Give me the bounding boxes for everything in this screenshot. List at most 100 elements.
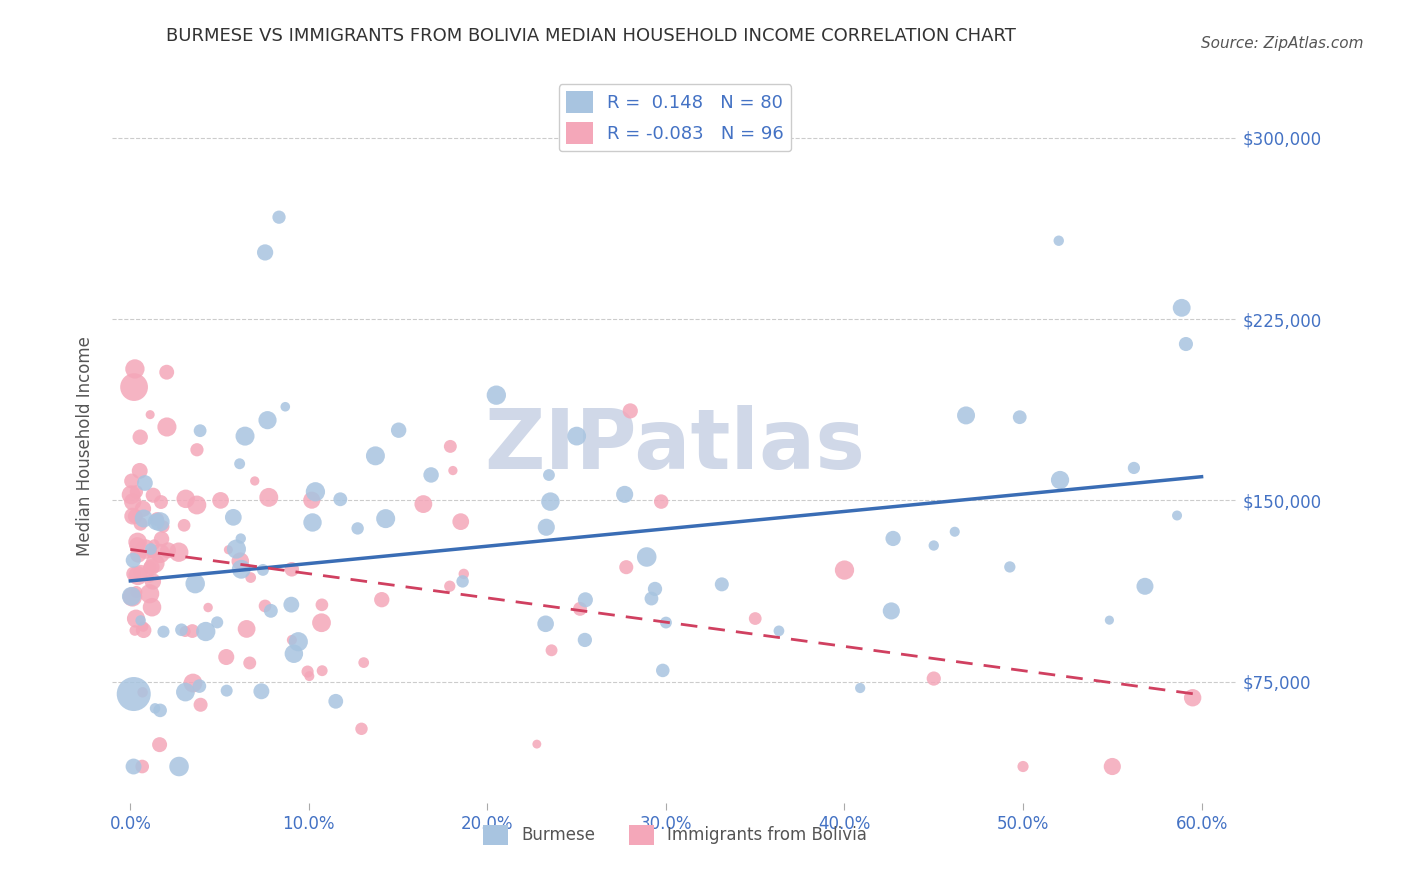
Point	[128, 464, 150, 478]
Point	[537, 468, 560, 483]
Point	[256, 413, 278, 427]
Point	[132, 624, 155, 638]
Point	[922, 672, 945, 686]
Point	[225, 542, 247, 557]
Point	[311, 664, 333, 678]
Point	[186, 442, 208, 457]
Point	[441, 464, 464, 478]
Point	[139, 542, 162, 557]
Point	[613, 487, 636, 501]
Point	[121, 474, 143, 488]
Point	[943, 524, 966, 539]
Point	[301, 493, 323, 508]
Point	[1049, 473, 1071, 487]
Point	[149, 738, 172, 752]
Point	[188, 679, 211, 693]
Point	[651, 664, 673, 678]
Point	[132, 619, 155, 633]
Point	[304, 484, 326, 499]
Point	[229, 532, 252, 546]
Point	[636, 549, 658, 564]
Point	[174, 685, 197, 699]
Point	[125, 585, 148, 599]
Point	[614, 560, 637, 574]
Point	[619, 404, 641, 418]
Point	[127, 548, 149, 562]
Point	[142, 488, 165, 502]
Point	[145, 515, 167, 529]
Point	[439, 579, 461, 593]
Point	[298, 669, 321, 683]
Point	[534, 616, 557, 631]
Point	[124, 362, 146, 376]
Point	[574, 632, 596, 647]
Point	[371, 592, 394, 607]
Point	[239, 570, 262, 584]
Point	[139, 408, 162, 422]
Point	[156, 365, 179, 379]
Point	[125, 484, 148, 499]
Point	[127, 538, 149, 552]
Point	[955, 409, 977, 423]
Point	[250, 684, 273, 698]
Point	[143, 556, 166, 570]
Point	[138, 587, 160, 601]
Point	[1012, 759, 1035, 773]
Point	[127, 535, 149, 549]
Point	[350, 722, 373, 736]
Point	[329, 492, 352, 507]
Point	[215, 683, 238, 698]
Point	[127, 568, 149, 582]
Point	[120, 488, 142, 502]
Point	[170, 623, 193, 637]
Point	[239, 656, 262, 670]
Point	[260, 604, 283, 618]
Point	[228, 457, 250, 471]
Point	[283, 647, 305, 661]
Point	[129, 516, 152, 531]
Point	[301, 516, 323, 530]
Point	[744, 611, 766, 625]
Point	[880, 604, 903, 618]
Point	[134, 475, 156, 490]
Point	[353, 656, 375, 670]
Point	[134, 542, 156, 557]
Point	[143, 538, 166, 552]
Point	[311, 598, 333, 612]
Point	[122, 759, 145, 773]
Point	[1008, 410, 1031, 425]
Point	[146, 512, 169, 526]
Point	[388, 423, 411, 437]
Point	[231, 562, 253, 576]
Point	[132, 501, 155, 516]
Point	[364, 449, 387, 463]
Point	[252, 563, 274, 577]
Point	[142, 574, 165, 589]
Point	[121, 509, 143, 524]
Point	[122, 553, 145, 567]
Point	[121, 495, 143, 509]
Point	[254, 245, 277, 260]
Point	[1101, 759, 1123, 773]
Point	[184, 576, 207, 591]
Point	[451, 574, 474, 589]
Point	[156, 420, 179, 434]
Point	[181, 676, 204, 690]
Point	[152, 624, 174, 639]
Point	[412, 497, 434, 511]
Point	[150, 495, 173, 509]
Point	[181, 624, 204, 638]
Point	[152, 519, 174, 533]
Point	[149, 515, 172, 529]
Point	[149, 546, 172, 560]
Point	[274, 400, 297, 414]
Point	[644, 582, 666, 596]
Point	[257, 491, 280, 505]
Point	[138, 560, 160, 574]
Point	[1098, 613, 1121, 627]
Point	[540, 643, 562, 657]
Point	[167, 759, 190, 773]
Point	[849, 681, 872, 695]
Point	[287, 634, 309, 648]
Point	[122, 687, 145, 701]
